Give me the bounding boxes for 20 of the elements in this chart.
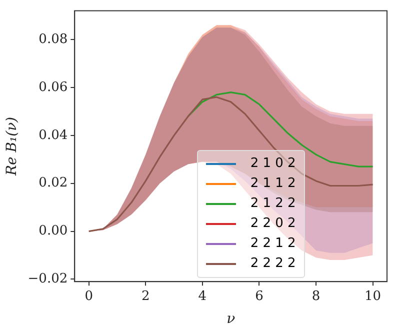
x-tick-label: 10 bbox=[364, 288, 382, 304]
x-tick-label: 6 bbox=[255, 288, 264, 304]
y-tick-label: 0.04 bbox=[38, 128, 68, 143]
legend-label: 2 1 2 2 bbox=[250, 196, 296, 212]
legend-label: 2 2 2 2 bbox=[250, 256, 296, 272]
legend-label: 2 2 0 2 bbox=[250, 216, 296, 232]
y-tick-label: 0.02 bbox=[38, 176, 68, 191]
x-axis-title: ν bbox=[226, 311, 236, 328]
x-tick-label: 2 bbox=[141, 288, 150, 304]
legend-label: 2 1 0 2 bbox=[250, 156, 296, 172]
y-tick-label: 0.00 bbox=[38, 224, 68, 239]
x-tick-label: 0 bbox=[84, 288, 93, 304]
x-tick-label: 8 bbox=[312, 288, 320, 304]
legend-label: 2 1 1 2 bbox=[250, 176, 296, 192]
y-tick-label: 0.06 bbox=[38, 80, 68, 95]
y-axis-title: Re B₁(ν) bbox=[4, 116, 20, 177]
y-tick-label: −0.02 bbox=[28, 272, 68, 287]
legend-label: 2 2 1 2 bbox=[250, 236, 296, 252]
x-tick-label: 4 bbox=[198, 288, 207, 304]
y-tick-label: 0.08 bbox=[38, 32, 68, 47]
